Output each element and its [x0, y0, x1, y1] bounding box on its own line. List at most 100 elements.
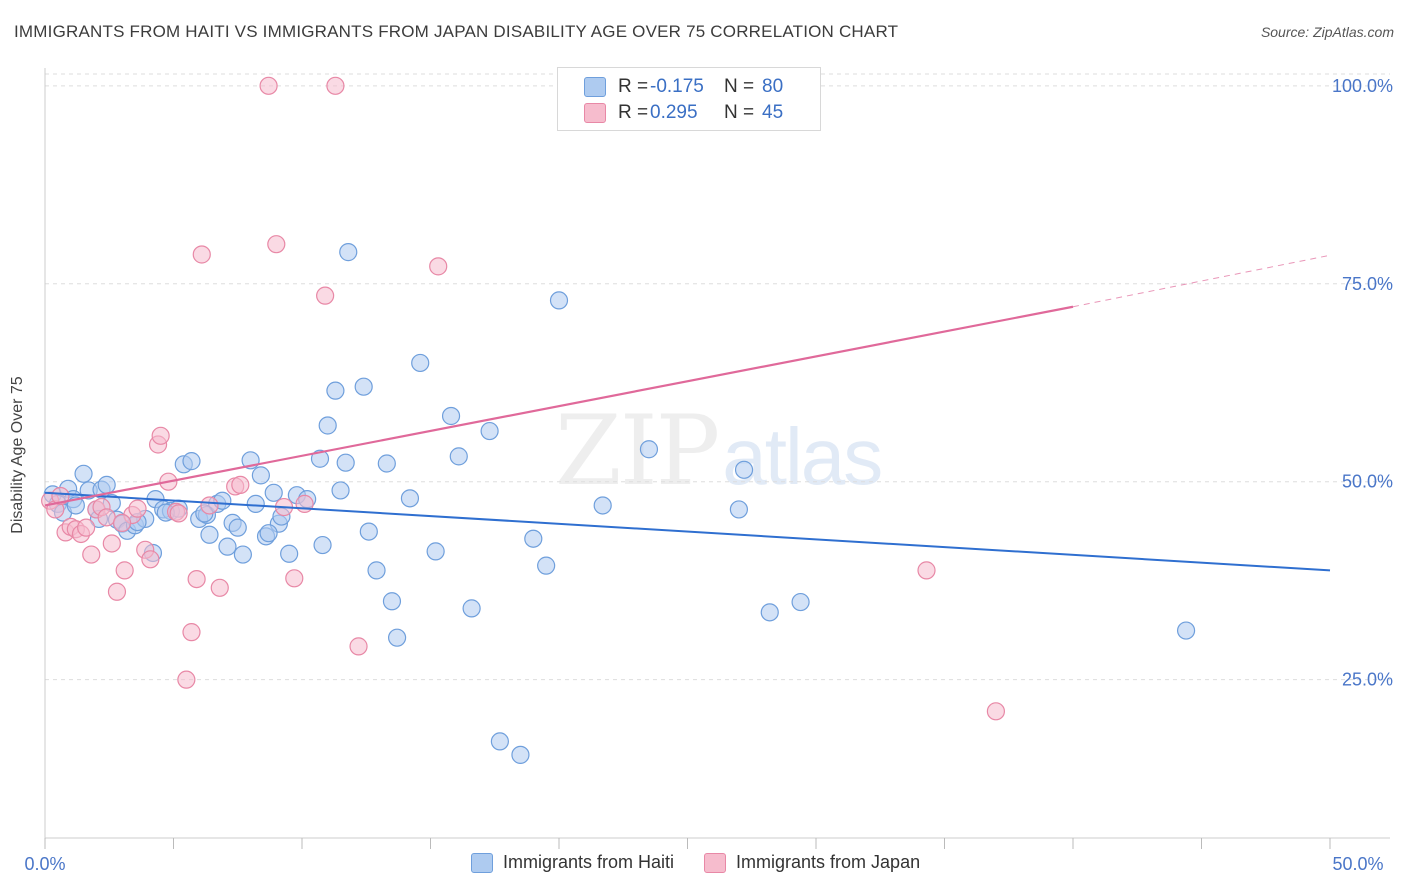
y-tick-label: 25.0%: [1342, 670, 1393, 690]
point-haiti: [359, 522, 378, 541]
point-japan: [200, 496, 219, 515]
point-japan: [112, 513, 132, 532]
point-japan: [187, 569, 206, 589]
point-haiti: [593, 496, 612, 515]
point-haiti: [377, 454, 396, 473]
trend-lines: [44, 254, 1331, 572]
legend-swatch-japan: [704, 852, 727, 873]
point-japan: [316, 286, 335, 305]
legend-r-value-japan: 0.295: [650, 102, 698, 123]
point-haiti: [182, 452, 201, 471]
legend-n-value-haiti: 80: [762, 76, 784, 97]
point-japan: [210, 578, 229, 597]
legend-item-haiti[interactable]: Immigrants from Haiti: [471, 852, 674, 873]
point-japan: [429, 257, 448, 276]
point-haiti: [367, 561, 386, 580]
point-haiti: [411, 353, 430, 373]
point-japan: [259, 76, 278, 95]
legend-item-japan[interactable]: Immigrants from Japan: [704, 852, 920, 873]
point-japan: [82, 545, 101, 564]
point-japan: [231, 475, 250, 494]
point-japan: [917, 561, 936, 580]
y-tick-label: 50.0%: [1342, 472, 1393, 492]
point-japan: [182, 623, 201, 642]
point-haiti: [200, 525, 219, 544]
point-japan: [169, 504, 188, 523]
watermark-zip: ZIP: [555, 395, 720, 507]
point-japan: [986, 702, 1006, 721]
point-haiti: [336, 453, 355, 472]
source-label: Source: ZipAtlas.com: [1260, 24, 1394, 40]
point-japan: [97, 508, 116, 527]
series-legend: Immigrants from Haiti Immigrants from Ja…: [471, 852, 950, 873]
point-haiti: [480, 421, 499, 441]
point-haiti: [791, 592, 810, 612]
watermark-atlas: atlas: [722, 412, 883, 501]
point-haiti: [313, 535, 332, 555]
legend-swatch-haiti: [584, 77, 606, 97]
point-japan: [51, 486, 70, 506]
point-japan: [151, 426, 170, 445]
point-haiti: [218, 537, 237, 556]
point-haiti: [246, 494, 265, 513]
legend-n-value-japan: 45: [762, 102, 784, 123]
point-haiti: [326, 381, 345, 400]
point-japan: [128, 499, 147, 518]
point-haiti: [729, 500, 749, 519]
point-haiti: [382, 592, 402, 611]
legend-r-label: R =: [618, 102, 649, 123]
tick-labels: 25.0% 50.0% 75.0% 100.0% 0.0% 50.0%: [24, 76, 1393, 874]
correlation-legend: R = -0.175 N = 80 R = 0.295 N = 45: [557, 67, 821, 131]
point-haiti: [259, 524, 278, 543]
legend-swatch-japan: [584, 103, 606, 123]
point-haiti: [310, 449, 330, 468]
point-japan: [77, 518, 96, 537]
legend-n-label: N =: [724, 102, 755, 123]
point-haiti: [400, 489, 420, 508]
chart-title: IMMIGRANTS FROM HAITI VS IMMIGRANTS FROM…: [14, 22, 899, 41]
point-japan: [141, 550, 160, 569]
point-haiti: [760, 603, 779, 622]
x-tick-label: 50.0%: [1332, 854, 1383, 874]
legend-label-haiti: Immigrants from Haiti: [503, 852, 675, 872]
trend-line-haiti: [44, 491, 1331, 572]
point-haiti: [524, 529, 543, 548]
legend-row-japan: R = 0.295 N = 45: [584, 101, 783, 125]
point-japan: [102, 534, 121, 553]
point-haiti: [331, 481, 350, 500]
legend-swatch-haiti: [471, 852, 493, 873]
legend-r-value-haiti: -0.175: [650, 76, 704, 97]
x-tick-label: 0.0%: [24, 854, 65, 874]
legend-label-japan: Immigrants from Japan: [736, 852, 921, 872]
point-haiti: [264, 483, 283, 502]
trend-line-japan: [44, 305, 1074, 507]
point-haiti: [449, 447, 468, 466]
point-haiti: [462, 599, 481, 618]
y-tick-label: 75.0%: [1342, 274, 1393, 294]
point-haiti: [549, 291, 569, 310]
point-haiti: [537, 556, 556, 575]
axes: [44, 68, 1390, 849]
point-japan: [192, 245, 211, 264]
point-haiti: [228, 518, 247, 537]
legend-n-label: N =: [724, 76, 755, 97]
point-japan: [107, 582, 127, 601]
point-japan: [326, 76, 345, 95]
point-haiti: [339, 243, 358, 262]
point-haiti: [734, 460, 754, 479]
point-haiti: [441, 406, 461, 426]
y-tick-label: 100.0%: [1332, 76, 1393, 96]
legend-row-haiti: R = -0.175 N = 80: [584, 75, 783, 99]
point-haiti: [387, 628, 407, 647]
point-haiti: [354, 377, 373, 396]
series-japan-points: [41, 76, 1006, 721]
point-haiti: [233, 545, 252, 564]
point-haiti: [426, 542, 445, 561]
point-haiti: [97, 475, 116, 494]
trend-line-japan-extension: [1072, 254, 1331, 308]
watermark: ZIPatlas: [555, 395, 883, 507]
point-japan: [349, 637, 368, 656]
legend-r-label: R =: [618, 76, 649, 97]
point-haiti: [251, 466, 270, 485]
